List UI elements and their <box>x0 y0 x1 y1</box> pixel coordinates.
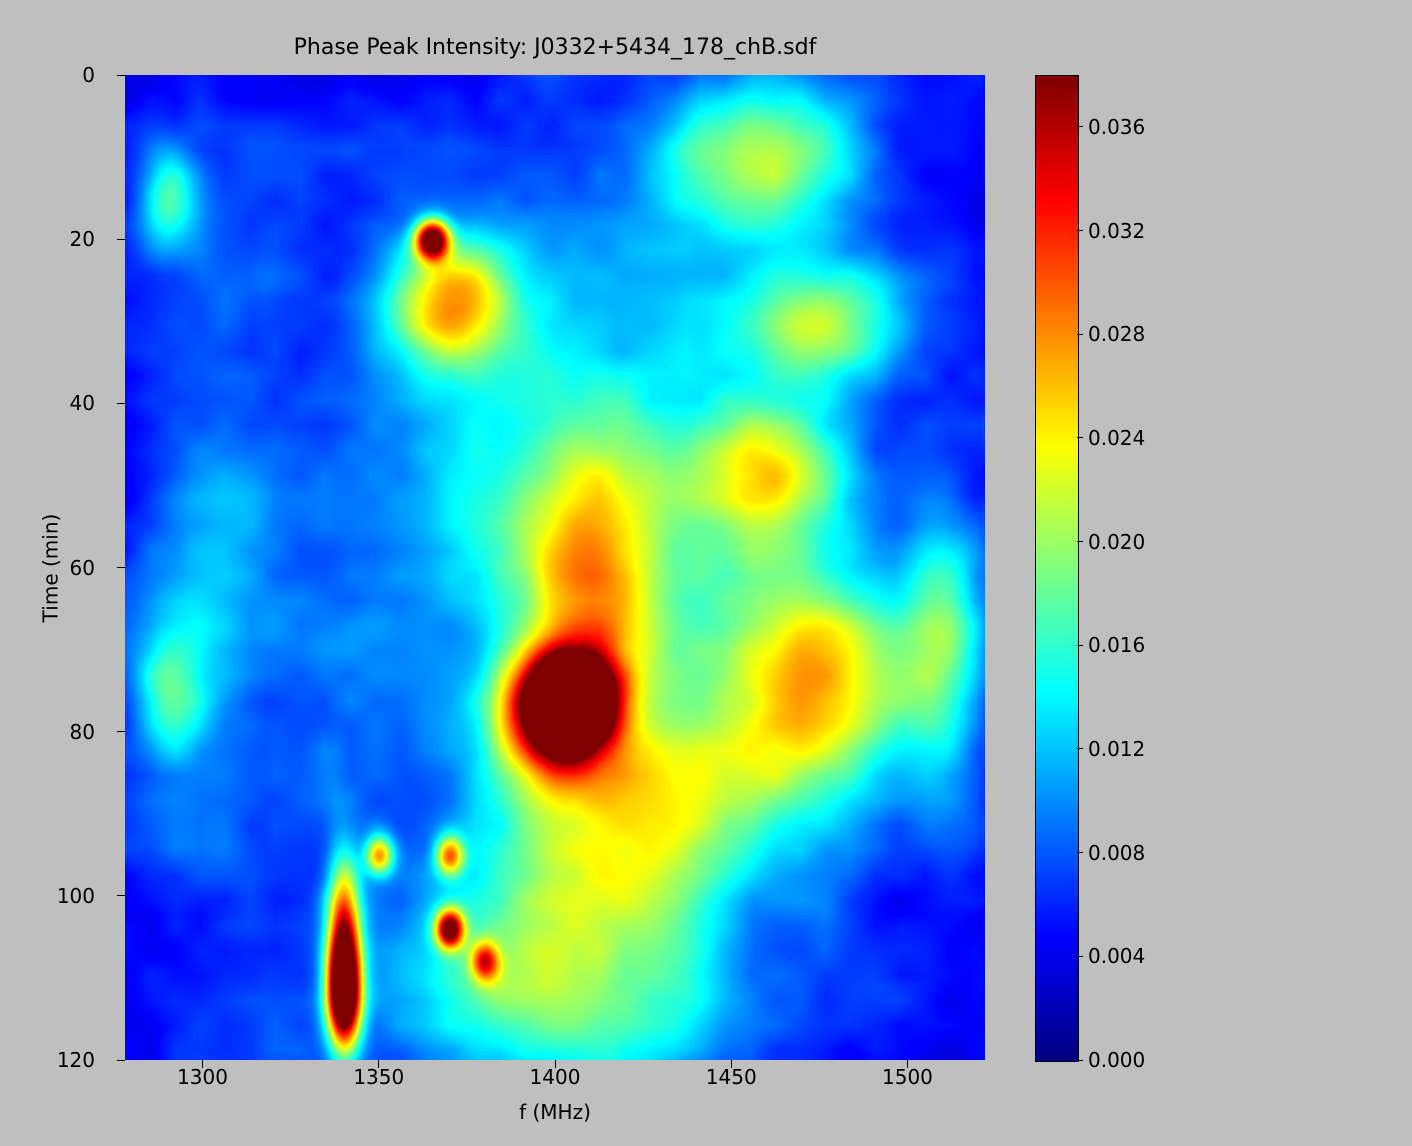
y-axis-label: Time (min) <box>35 75 65 1060</box>
colorbar-tick-label: 0.020 <box>1088 530 1145 554</box>
x-tick-label: 1350 <box>353 1065 404 1089</box>
colorbar-tick-label: 0.000 <box>1088 1048 1145 1072</box>
y-tick-mark <box>117 1060 125 1061</box>
colorbar-tick-mark <box>1077 852 1083 853</box>
colorbar-tick-mark <box>1077 230 1083 231</box>
x-tick-mark <box>907 1060 908 1068</box>
heatmap-canvas <box>125 75 985 1060</box>
x-tick-mark <box>731 1060 732 1068</box>
y-tick-mark <box>117 75 125 76</box>
colorbar-tick-label: 0.008 <box>1088 841 1145 865</box>
colorbar-tick-mark <box>1077 126 1083 127</box>
y-tick-mark <box>117 731 125 732</box>
colorbar-tick-label: 0.012 <box>1088 737 1145 761</box>
colorbar-tick-mark <box>1077 956 1083 957</box>
heatmap-plot-area <box>125 75 985 1060</box>
x-tick-label: 1500 <box>882 1065 933 1089</box>
colorbar-tick-mark <box>1077 437 1083 438</box>
y-tick-mark <box>117 567 125 568</box>
x-tick-mark <box>378 1060 379 1068</box>
figure: Phase Peak Intensity: J0332+5434_178_chB… <box>0 0 1412 1146</box>
colorbar-tick-label: 0.028 <box>1088 322 1145 346</box>
chart-title: Phase Peak Intensity: J0332+5434_178_chB… <box>125 35 985 60</box>
y-tick-mark <box>117 895 125 896</box>
colorbar-tick-label: 0.004 <box>1088 944 1145 968</box>
colorbar-tick-mark <box>1077 645 1083 646</box>
x-tick-mark <box>555 1060 556 1068</box>
colorbar-tick-mark <box>1077 541 1083 542</box>
colorbar-tick-label: 0.032 <box>1088 219 1145 243</box>
x-axis-label: f (MHz) <box>125 1100 985 1124</box>
colorbar-tick-mark <box>1077 1060 1083 1061</box>
colorbar-tick-label: 0.016 <box>1088 633 1145 657</box>
x-tick-label: 1400 <box>530 1065 581 1089</box>
colorbar-tick-mark <box>1077 748 1083 749</box>
colorbar-tick-label: 0.036 <box>1088 115 1145 139</box>
y-tick-mark <box>117 403 125 404</box>
y-tick-mark <box>117 239 125 240</box>
x-tick-label: 1300 <box>177 1065 228 1089</box>
x-tick-label: 1450 <box>706 1065 757 1089</box>
colorbar <box>1035 75 1079 1062</box>
colorbar-tick-label: 0.024 <box>1088 426 1145 450</box>
x-tick-mark <box>202 1060 203 1068</box>
colorbar-tick-mark <box>1077 334 1083 335</box>
